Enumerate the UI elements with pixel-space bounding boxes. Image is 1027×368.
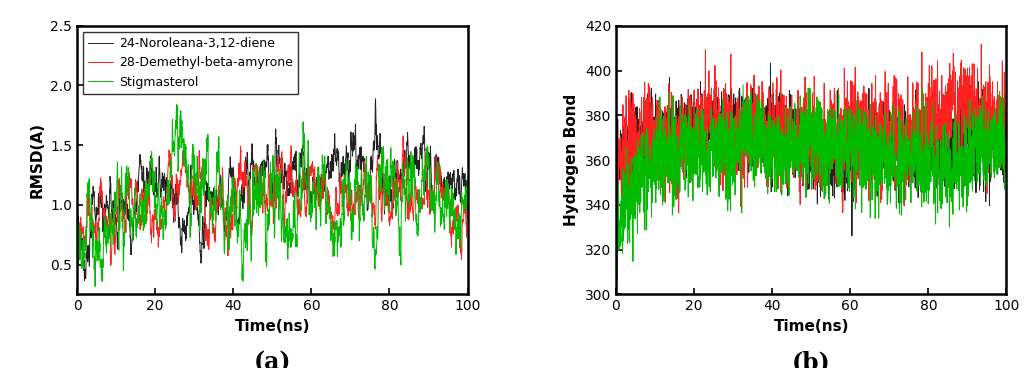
24-Noroleana-3,12-diene [451,193,463,198]
Stigmasterol [89,284,102,289]
24-Noroleana-3,12-diene [461,207,473,212]
Stigmasterol [379,194,391,198]
Stigmasterol [261,213,273,217]
Text: (b): (b) [792,351,831,368]
28-Demethyl-beta-amyrone [451,213,463,217]
24-Noroleana-3,12-diene [379,202,391,206]
X-axis label: Time(ns): Time(ns) [773,319,849,334]
28-Demethyl-beta-amyrone [105,263,117,268]
28-Demethyl-beta-amyrone [261,199,273,204]
24-Noroleana-3,12-diene [91,209,104,214]
Stigmasterol [91,259,104,263]
Y-axis label: RMSD(A): RMSD(A) [30,122,44,198]
Line: Stigmasterol: Stigmasterol [77,105,467,286]
Stigmasterol [461,174,473,179]
28-Demethyl-beta-amyrone [90,250,103,254]
24-Noroleana-3,12-diene [261,144,273,148]
24-Noroleana-3,12-diene [251,186,263,190]
Stigmasterol [170,102,183,107]
X-axis label: Time(ns): Time(ns) [234,319,310,334]
Y-axis label: Hydrogen Bond: Hydrogen Bond [564,94,579,226]
28-Demethyl-beta-amyrone [461,211,473,215]
Stigmasterol [251,198,263,202]
Line: 24-Noroleana-3,12-diene: 24-Noroleana-3,12-diene [77,99,467,280]
24-Noroleana-3,12-diene [370,97,382,101]
Stigmasterol [451,226,463,230]
Text: (a): (a) [254,351,291,368]
28-Demethyl-beta-amyrone [71,248,83,252]
Stigmasterol [450,236,462,240]
28-Demethyl-beta-amyrone [379,186,391,191]
Stigmasterol [71,269,83,273]
28-Demethyl-beta-amyrone [396,134,409,138]
28-Demethyl-beta-amyrone [450,205,462,209]
24-Noroleana-3,12-diene [71,239,83,244]
28-Demethyl-beta-amyrone [251,169,263,173]
Line: 28-Demethyl-beta-amyrone: 28-Demethyl-beta-amyrone [77,136,467,265]
24-Noroleana-3,12-diene [450,181,462,185]
Legend: 24-Noroleana-3,12-diene, 28-Demethyl-beta-amyrone, Stigmasterol: 24-Noroleana-3,12-diene, 28-Demethyl-bet… [83,32,299,93]
24-Noroleana-3,12-diene [78,278,90,283]
